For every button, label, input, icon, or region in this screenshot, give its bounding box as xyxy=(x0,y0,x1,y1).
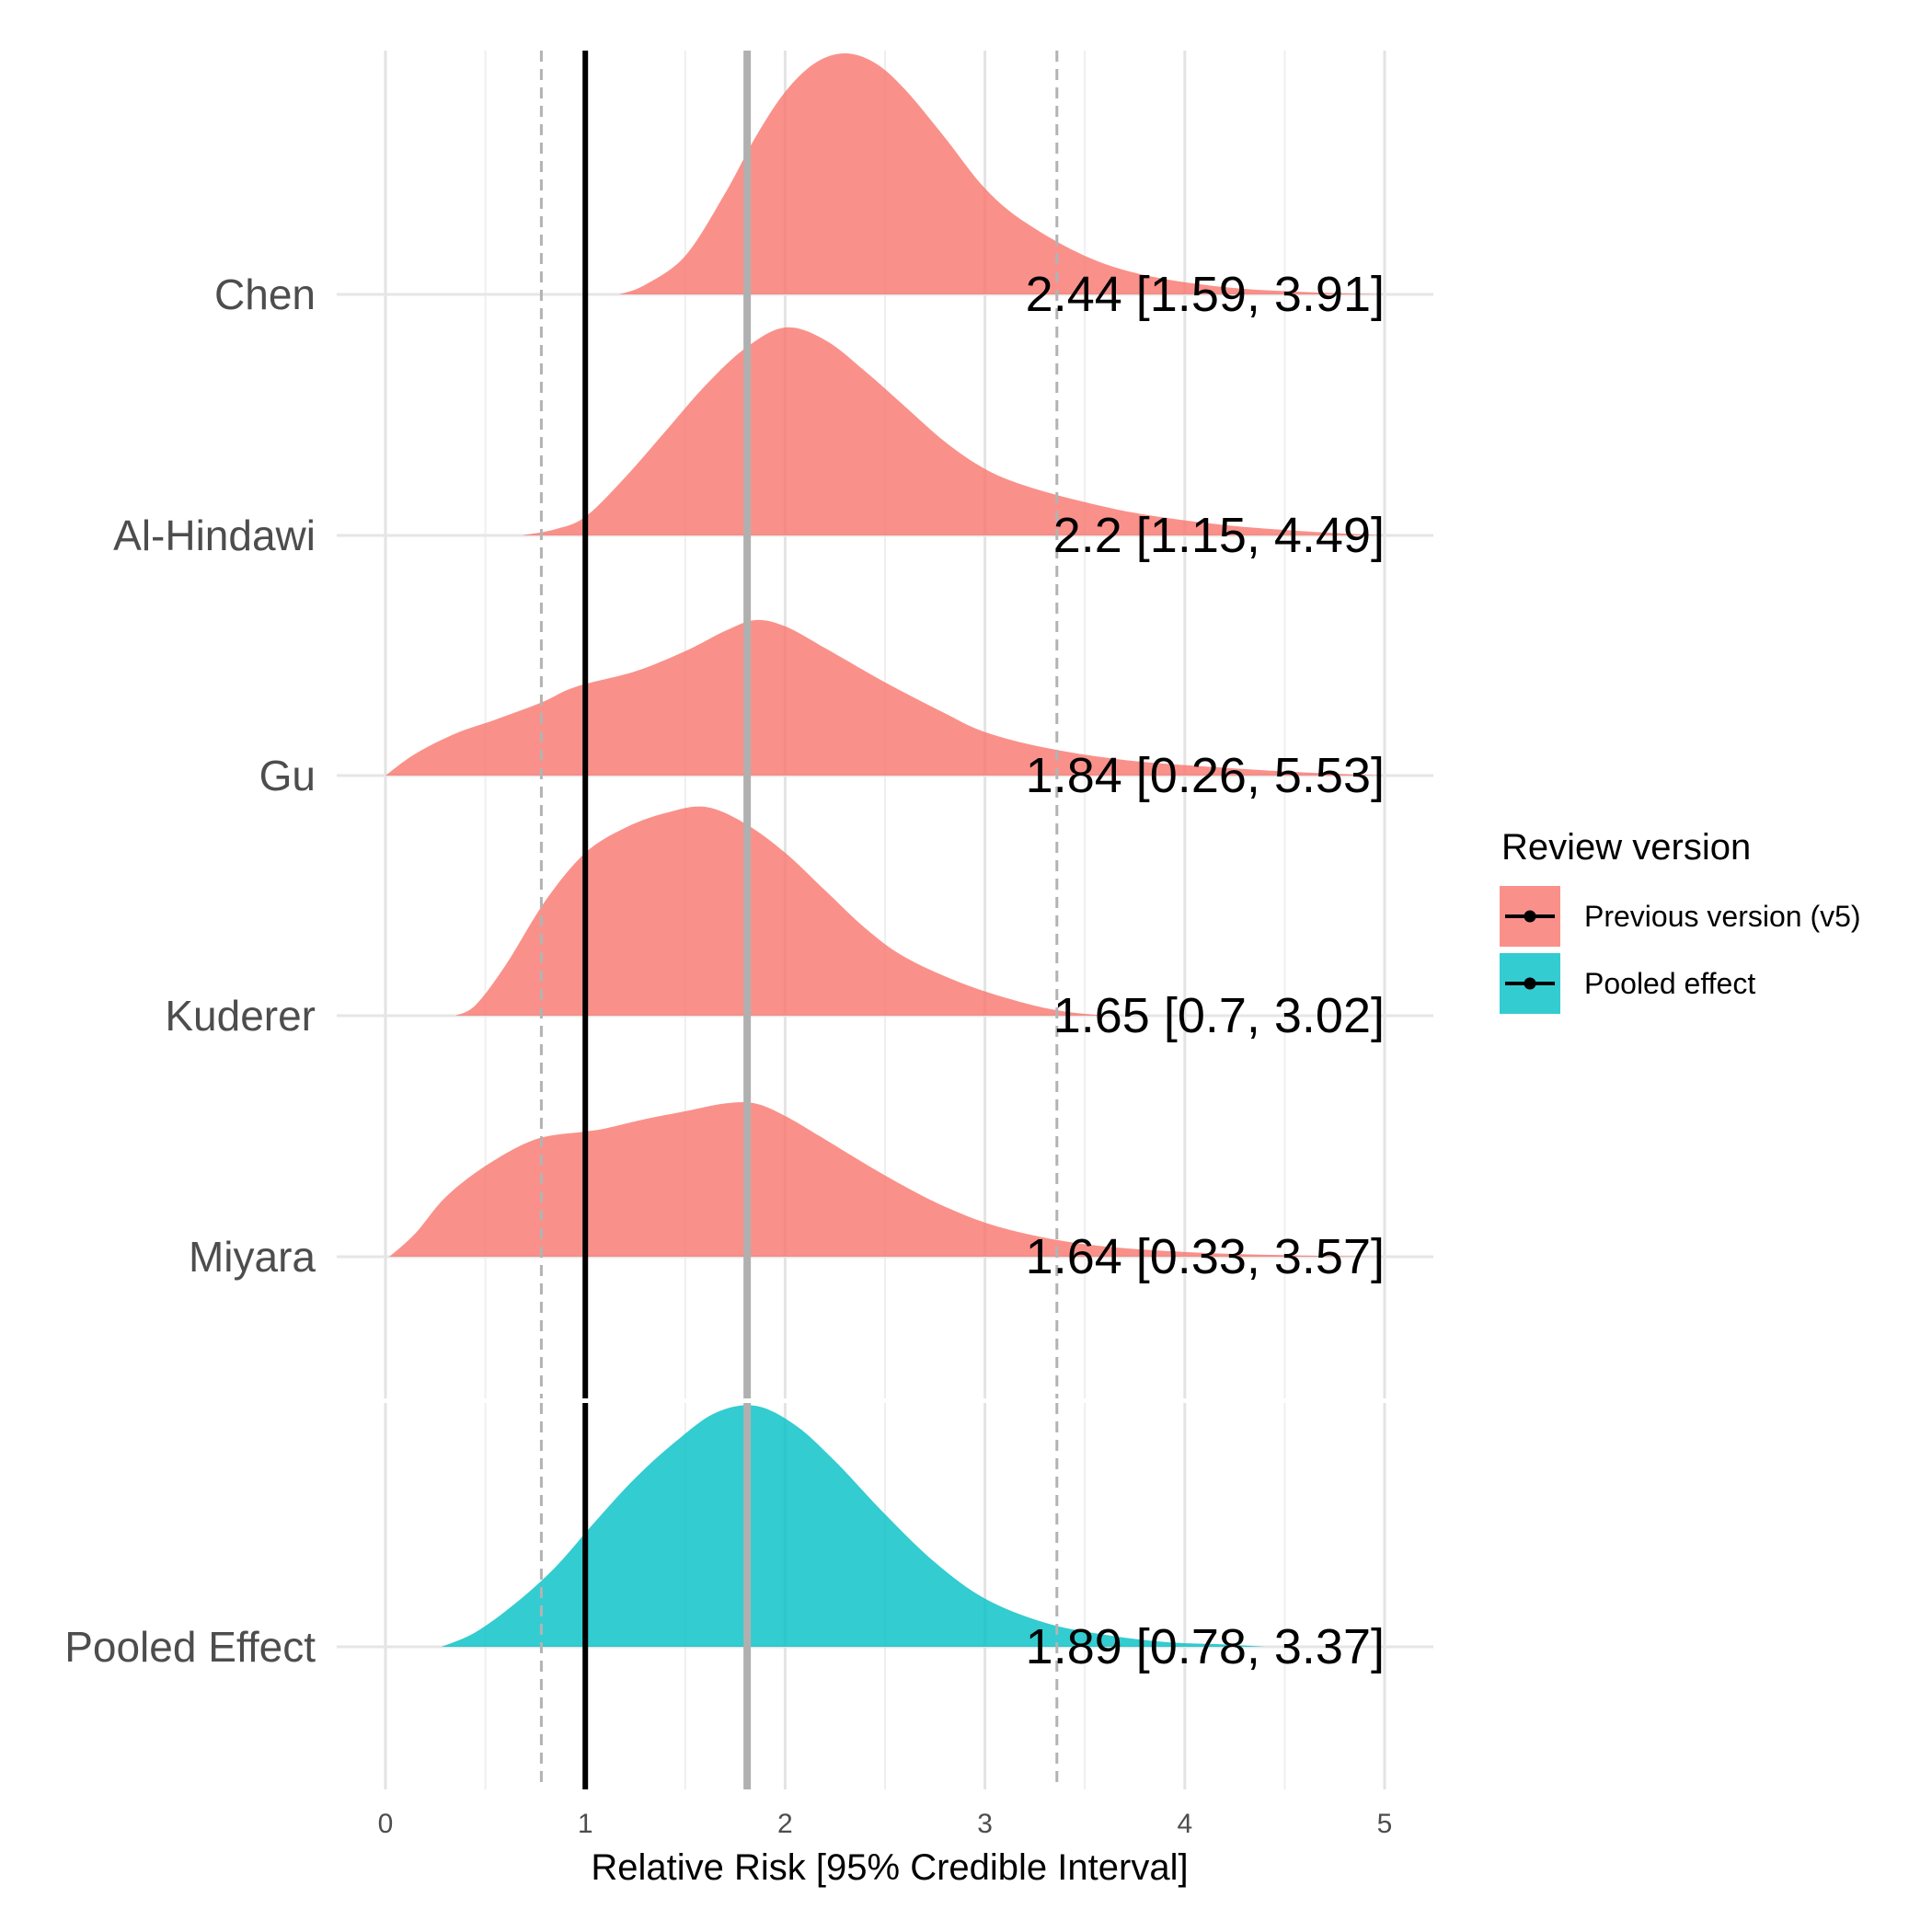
legend: Review version Previous version (v5) Pool… xyxy=(1500,827,1861,1014)
legend-label: Previous version (v5) xyxy=(1584,900,1861,933)
legend-items: Previous version (v5) Pooled effect xyxy=(1500,886,1861,1014)
legend-item-previous-version-v5-: Previous version (v5) xyxy=(1500,886,1861,947)
density-ridge-pooled-effect xyxy=(441,1405,1265,1647)
study-labels: Chen Al-Hindawi Gu Kuderer Miyara Pooled Effe… xyxy=(64,270,316,1671)
estimate-annotation-kuderer: 1.65 [0.7, 3.02] xyxy=(1053,988,1385,1043)
density-ridge-kuderer xyxy=(455,806,1105,1016)
estimate-annotation-pooled-effect: 1.89 [0.78, 3.37] xyxy=(1026,1619,1385,1674)
x-tick-label-0: 0 xyxy=(378,1809,394,1839)
study-label-gu: Gu xyxy=(259,752,316,799)
x-tick-label-1: 1 xyxy=(578,1809,593,1839)
estimate-annotation-gu: 1.84 [0.26, 5.53] xyxy=(1026,748,1385,803)
x-axis: 0 1 2 3 4 5 xyxy=(378,1809,1393,1839)
study-label-pooled-effect: Pooled Effect xyxy=(64,1623,316,1671)
estimate-annotation-miyara: 1.64 [0.33, 3.57] xyxy=(1026,1229,1385,1284)
annotation-layer: 2.44 [1.59, 3.91] 2.2 [1.15, 4.49] 1.84 [0… xyxy=(1026,267,1385,1674)
study-label-kuderer: Kuderer xyxy=(165,992,316,1040)
x-tick-label-4: 4 xyxy=(1177,1809,1192,1839)
study-label-chen: Chen xyxy=(214,270,316,318)
legend-label: Pooled effect xyxy=(1584,967,1755,1000)
legend-item-pooled-effect: Pooled effect xyxy=(1500,953,1755,1014)
legend-point-key xyxy=(1524,977,1536,990)
density-ridge-chen xyxy=(619,53,1385,294)
legend-title: Review version xyxy=(1501,827,1751,868)
x-axis-title: Relative Risk [95% Credible Interval] xyxy=(591,1847,1188,1888)
estimate-annotation-al-hindawi: 2.2 [1.15, 4.49] xyxy=(1053,508,1385,563)
density-layer xyxy=(385,53,1385,1647)
density-ridge-gu xyxy=(385,619,1385,776)
density-ridge-al-hindawi xyxy=(521,327,1385,535)
legend-point-key xyxy=(1524,910,1536,923)
x-tick-label-3: 3 xyxy=(977,1809,993,1839)
study-label-miyara: Miyara xyxy=(189,1233,316,1281)
study-label-al-hindawi: Al-Hindawi xyxy=(113,512,316,559)
x-tick-label-5: 5 xyxy=(1377,1809,1393,1839)
density-ridge-miyara xyxy=(389,1101,1385,1257)
reference-lines xyxy=(539,51,1059,1789)
estimate-annotation-chen: 2.44 [1.59, 3.91] xyxy=(1026,267,1385,322)
x-tick-label-2: 2 xyxy=(777,1809,793,1839)
